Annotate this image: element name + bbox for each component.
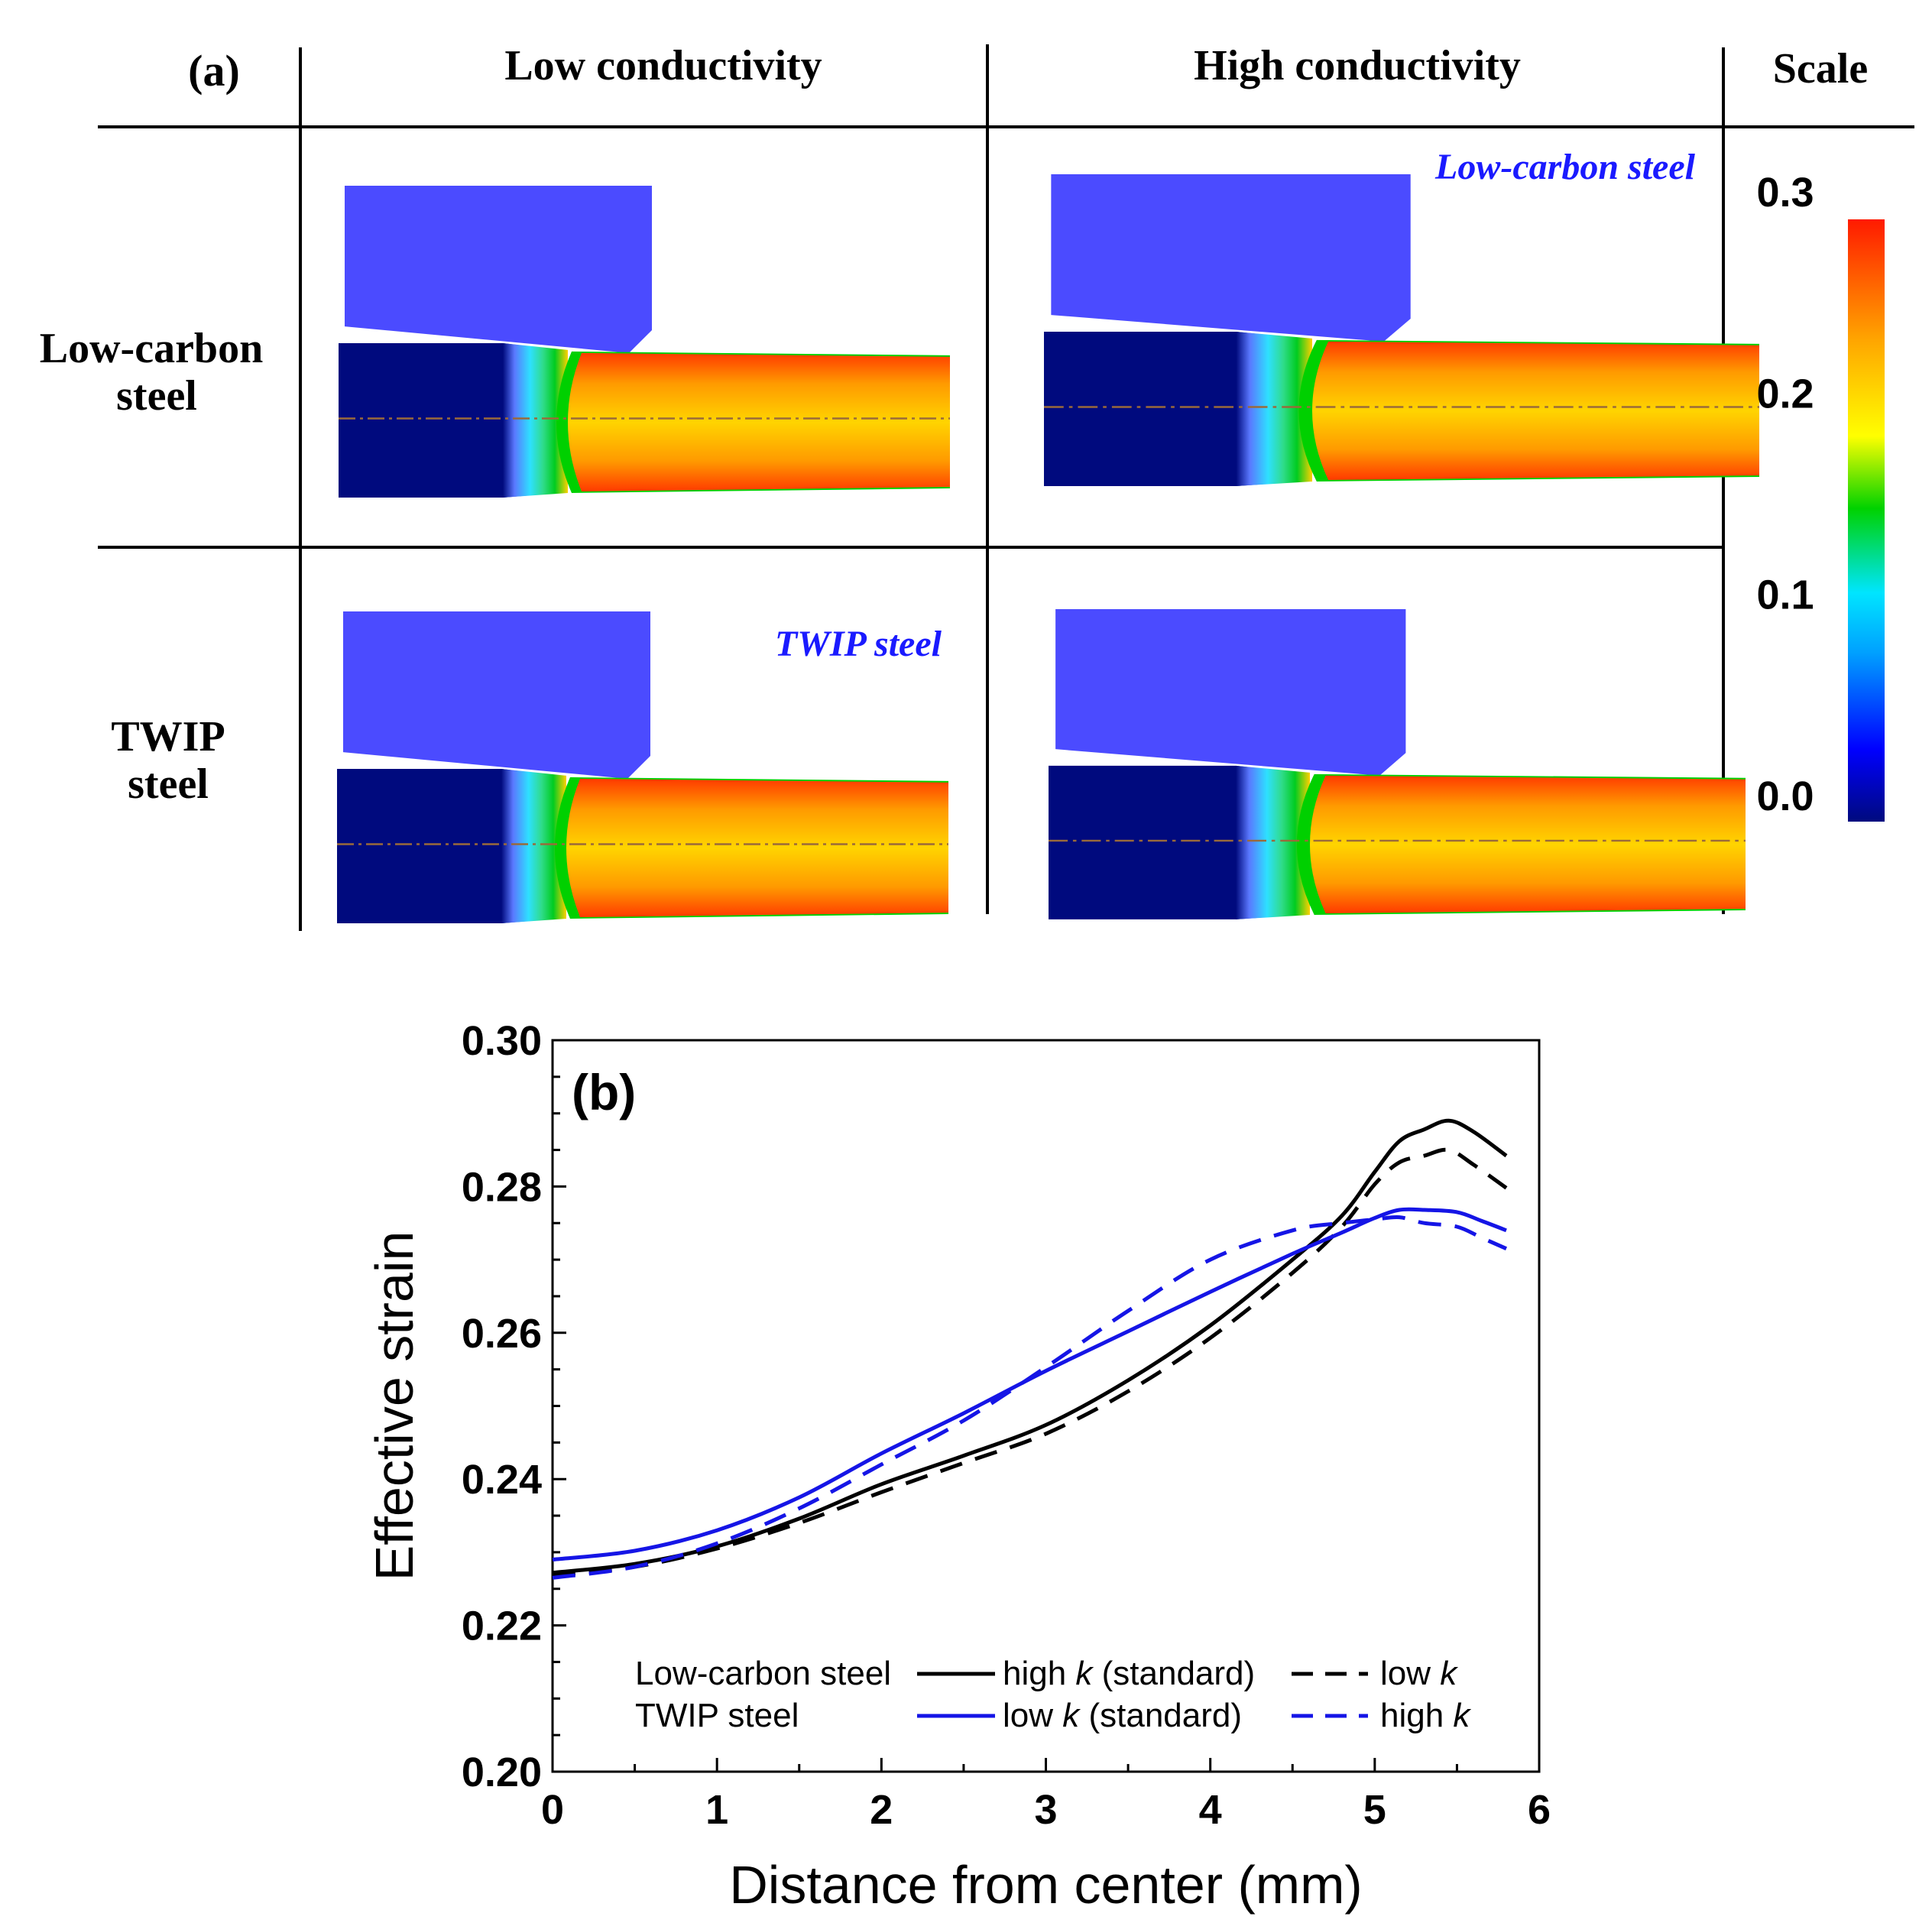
scale-header: Scale xyxy=(1773,45,1868,92)
y-axis-label: Effective strain xyxy=(365,1231,424,1581)
fe-map-low-carbon-low-k xyxy=(337,184,951,499)
fe-map-low-carbon-high-k xyxy=(1042,173,1761,488)
x-tick-label: 2 xyxy=(870,1787,893,1833)
legend-row-label-low-carbon: Low-carbon steel xyxy=(635,1655,891,1692)
colorbar-tick-label: 0.1 xyxy=(1756,572,1814,618)
annotation-twip-steel: TWIP steel xyxy=(775,624,942,664)
column-header-high-conductivity: High conductivity xyxy=(1194,42,1521,89)
colorbar xyxy=(1848,219,1885,822)
x-tick-label: 6 xyxy=(1528,1787,1551,1833)
y-tick-label: 0.24 xyxy=(462,1457,542,1503)
fe-map-twip-high-k xyxy=(1047,608,1747,921)
y-tick-label: 0.26 xyxy=(462,1311,542,1357)
row-label-low-carbon-line1: Low-carbon xyxy=(40,325,263,372)
panel-b-label: (b) xyxy=(572,1064,636,1120)
panel-a-label: (a) xyxy=(188,46,240,96)
y-tick-label: 0.30 xyxy=(462,1018,542,1064)
x-tick-label: 3 xyxy=(1034,1787,1057,1833)
x-tick-label: 5 xyxy=(1363,1787,1386,1833)
series-low-carbon-high-k xyxy=(552,1118,1508,1575)
colorbar-tick-label: 0.2 xyxy=(1756,371,1814,417)
y-tick-label: 0.22 xyxy=(462,1604,542,1649)
panel-a-grid xyxy=(98,44,1914,931)
legend-row-label-twip: TWIP steel xyxy=(635,1697,799,1734)
colorbar-tick-label: 0.0 xyxy=(1756,773,1814,819)
row-label-low-carbon-line2: steel xyxy=(116,372,197,420)
series-twip-high-k xyxy=(552,1214,1507,1580)
legend-entry-twip-high-k: high k xyxy=(1380,1697,1471,1734)
column-header-low-conductivity: Low conductivity xyxy=(504,42,822,89)
x-tick-label: 4 xyxy=(1199,1787,1222,1833)
annotation-low-carbon-steel: Low-carbon steel xyxy=(1434,147,1696,187)
legend-entry-twip-low-k: low k (standard) xyxy=(1003,1697,1242,1734)
row-label-twip-line1: TWIP xyxy=(111,713,225,760)
colorbar-tick-label: 0.3 xyxy=(1756,170,1814,216)
y-tick-label: 0.20 xyxy=(462,1750,542,1795)
x-tick-label: 0 xyxy=(541,1787,564,1833)
legend-entry-low-carbon-high-k: high k (standard) xyxy=(1003,1655,1255,1692)
y-tick-label: 0.28 xyxy=(462,1164,542,1210)
series-twip-low-k xyxy=(552,1207,1507,1561)
series-low-carbon-low-k xyxy=(552,1147,1508,1578)
legend-entry-low-carbon-low-k: low k xyxy=(1380,1655,1458,1692)
x-tick-label: 1 xyxy=(705,1787,728,1833)
row-label-twip-line2: steel xyxy=(128,760,209,808)
x-axis-label: Distance from center (mm) xyxy=(729,1855,1362,1915)
